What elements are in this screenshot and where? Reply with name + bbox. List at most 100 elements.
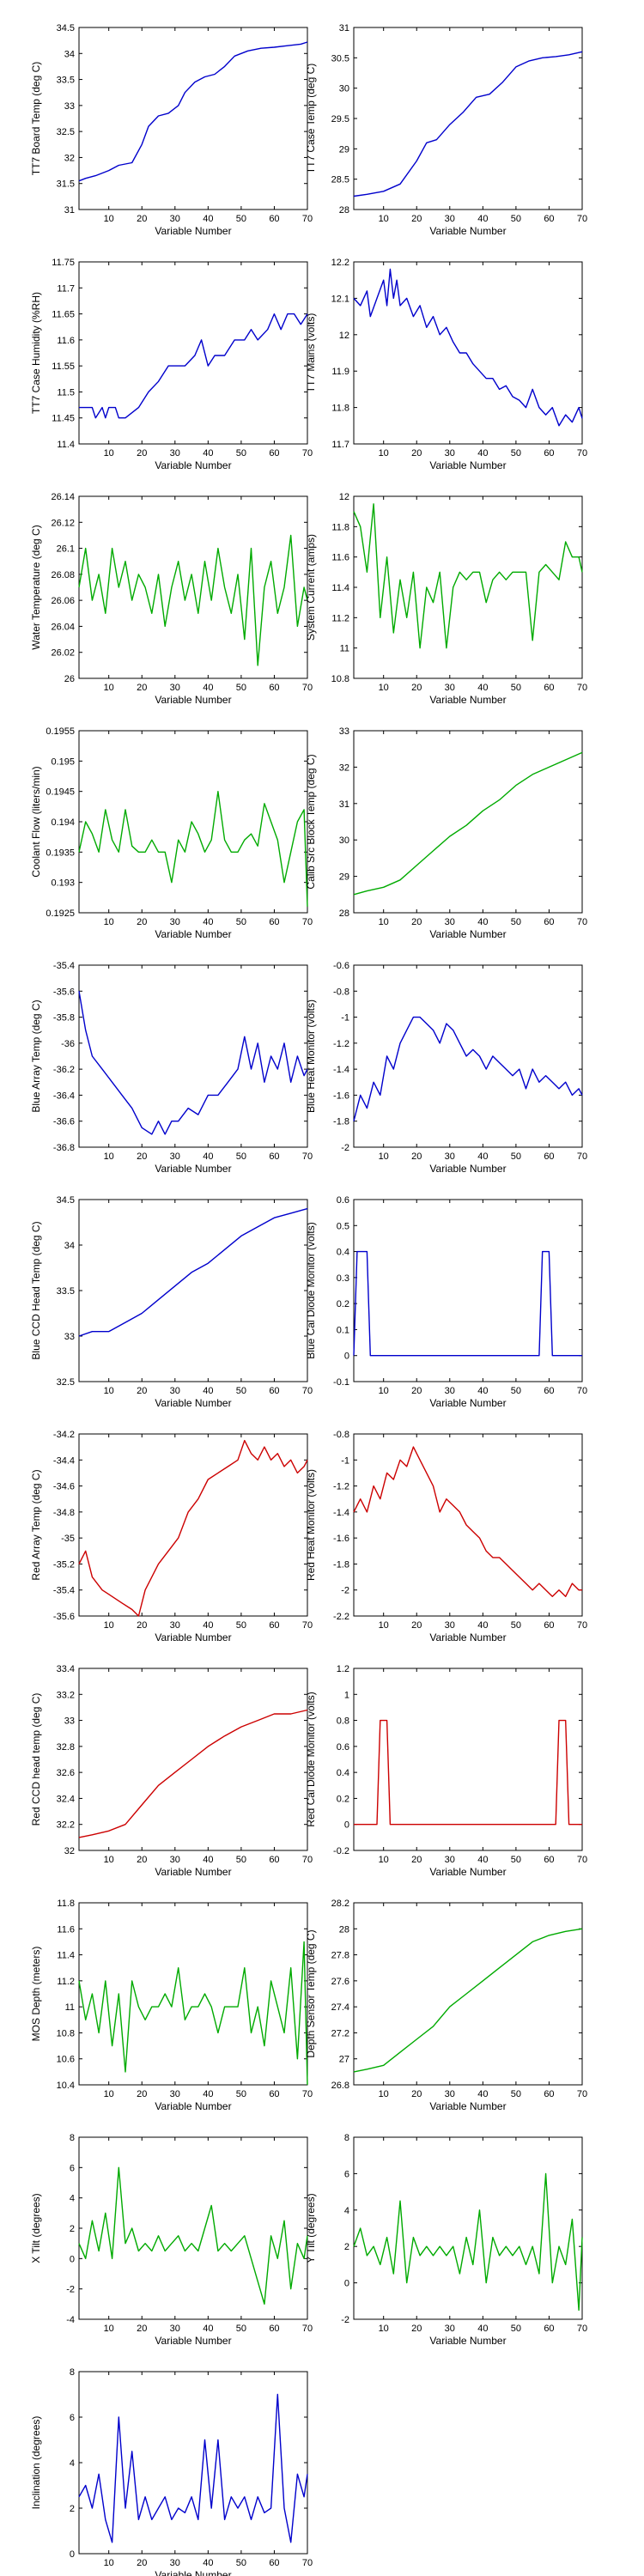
y-tick-label: 26.04 <box>51 622 75 632</box>
x-tick-label: 10 <box>379 1151 389 1162</box>
x-tick-label: 40 <box>477 214 488 224</box>
x-tick-label: 20 <box>137 1151 147 1162</box>
x-tick-label: 20 <box>411 917 422 927</box>
y-tick-label: 33.5 <box>57 1286 75 1297</box>
y-tick-label: 6 <box>70 2163 75 2173</box>
x-tick-label: 40 <box>203 214 213 224</box>
x-tick-label: 60 <box>269 1855 279 1865</box>
x-tick-label: 10 <box>379 1620 389 1631</box>
y-tick-label: 11.8 <box>331 522 349 532</box>
x-tick-label: 10 <box>379 683 389 693</box>
x-tick-label: 10 <box>104 2324 114 2334</box>
y-tick-label: 29.5 <box>331 114 349 125</box>
y-tick-label: 30.5 <box>331 53 349 64</box>
x-axis-label: Variable Number <box>155 1866 231 1878</box>
chart-panel: 0 2 4 6 8 10 20 30 40 50 60 70 Variable Number Inclin… <box>30 2367 313 2576</box>
y-tick-label: 32 <box>64 1846 75 1856</box>
y-tick-label: -1.2 <box>333 1482 349 1492</box>
y-tick-label: -36.2 <box>53 1065 75 1075</box>
plot-frame <box>78 1668 308 1851</box>
y-tick-label: 11.4 <box>57 440 75 450</box>
y-tick-label: 34.5 <box>57 1195 75 1206</box>
x-tick-label: 40 <box>477 1151 488 1162</box>
y-tick-label: 0.1925 <box>46 908 75 919</box>
plot-frame <box>78 1433 308 1617</box>
chart-panel: 28 28.5 29 29.5 30 30.5 31 10 20 30 40 50 60 70 Variab… <box>305 23 587 237</box>
x-tick-label: 30 <box>170 1620 180 1631</box>
y-tick-label: -35.2 <box>53 1559 75 1570</box>
y-tick-label: 4 <box>70 2194 75 2204</box>
y-axis-label: Red CCD head temp (deg C) <box>30 1693 42 1826</box>
x-tick-label: 40 <box>203 2558 213 2568</box>
y-tick-label: 11.6 <box>331 553 349 563</box>
y-tick-label: 0.2 <box>337 1299 349 1309</box>
y-tick-label: 11.75 <box>52 258 75 268</box>
y-tick-label: 0.1945 <box>46 787 75 798</box>
x-axis-label: Variable Number <box>155 2100 231 2112</box>
x-tick-label: 10 <box>379 214 389 224</box>
y-tick-label: 31 <box>64 205 75 216</box>
x-tick-label: 20 <box>411 1855 422 1865</box>
y-axis-label: TT7 Case Humidity (%RH) <box>30 292 42 414</box>
x-axis-label: Variable Number <box>429 2100 506 2112</box>
x-tick-label: 60 <box>544 1620 554 1631</box>
plot-frame <box>353 1902 583 2086</box>
y-tick-label: 0.3 <box>337 1273 349 1284</box>
x-tick-label: 30 <box>170 2089 180 2099</box>
y-tick-label: 11.5 <box>57 387 75 398</box>
chart-panel: 26.8 27 27.2 27.4 27.6 27.8 28 28.2 10 20 30 40 50 60… <box>305 1899 587 2112</box>
y-tick-label: 0 <box>344 1352 349 1362</box>
series-line <box>353 751 583 896</box>
y-axis-label: Y Tilt (degrees) <box>305 2193 317 2263</box>
x-tick-label: 30 <box>445 1855 455 1865</box>
x-tick-label: 60 <box>544 917 554 927</box>
x-tick-label: 10 <box>104 683 114 693</box>
y-axis-label: Blue CCD Head Temp (deg C) <box>30 1221 42 1359</box>
y-tick-label: -34.2 <box>53 1430 75 1440</box>
plot-frame <box>78 964 308 1148</box>
x-tick-label: 50 <box>236 917 246 927</box>
y-tick-label: 33.2 <box>57 1690 75 1700</box>
x-tick-label: 50 <box>511 1386 521 1396</box>
series-line <box>353 2172 583 2312</box>
y-tick-label: 12.1 <box>331 294 349 304</box>
x-tick-label: 70 <box>577 448 587 459</box>
x-tick-label: 70 <box>302 917 313 927</box>
y-tick-label: 11.2 <box>57 1977 75 1987</box>
y-tick-label: 32.4 <box>57 1794 75 1804</box>
x-tick-label: 30 <box>170 1386 180 1396</box>
x-tick-label: 30 <box>170 2558 180 2568</box>
y-tick-label: 12 <box>339 331 349 341</box>
y-tick-label: -2 <box>341 2315 349 2325</box>
x-tick-label: 40 <box>477 1620 488 1631</box>
y-tick-label: 0.6 <box>337 1742 349 1753</box>
y-tick-label: 32 <box>64 153 75 163</box>
x-tick-label: 20 <box>137 917 147 927</box>
x-tick-label: 30 <box>445 917 455 927</box>
y-tick-label: 10.4 <box>57 2081 75 2091</box>
y-tick-label: 31 <box>339 799 349 810</box>
x-tick-label: 40 <box>203 683 213 693</box>
x-tick-label: 30 <box>445 1620 455 1631</box>
chart-panel: 10.8 11 11.2 11.4 11.6 11.8 12 10 20 30 40 50 60 70 Va… <box>305 492 587 706</box>
y-tick-label: -1.4 <box>333 1508 349 1518</box>
x-axis-label: Variable Number <box>429 1631 506 1643</box>
y-axis-label: Red Heat Monitor (volts) <box>305 1469 317 1581</box>
y-tick-label: 4 <box>344 2206 349 2216</box>
x-tick-label: 30 <box>170 2324 180 2334</box>
series-line <box>353 51 583 197</box>
chart-panel: 32 32.2 32.4 32.6 32.8 33 33.2 33.4 10 20 30 40 50 60… <box>30 1664 313 1878</box>
chart-panel: -2 -1.8 -1.6 -1.4 -1.2 -1 -0.8 -0.6 10 20 30 40 50 60… <box>305 961 587 1175</box>
y-tick-label: 26.14 <box>51 492 75 502</box>
y-tick-label: 28.2 <box>331 1899 349 1909</box>
y-tick-label: -35 <box>61 1534 75 1544</box>
y-tick-label: -1.4 <box>333 1065 349 1075</box>
y-tick-label: 26.08 <box>51 570 75 580</box>
chart-panel: 11.4 11.45 11.5 11.55 11.6 11.65 11.7 11.75 10 20… <box>30 258 313 471</box>
y-tick-label: 28 <box>339 908 349 919</box>
y-tick-label: -2 <box>341 1143 349 1153</box>
series-line <box>78 1941 308 2086</box>
x-tick-label: 20 <box>137 2558 147 2568</box>
y-tick-label: 33 <box>64 1332 75 1342</box>
plot-frame <box>78 1902 308 2086</box>
